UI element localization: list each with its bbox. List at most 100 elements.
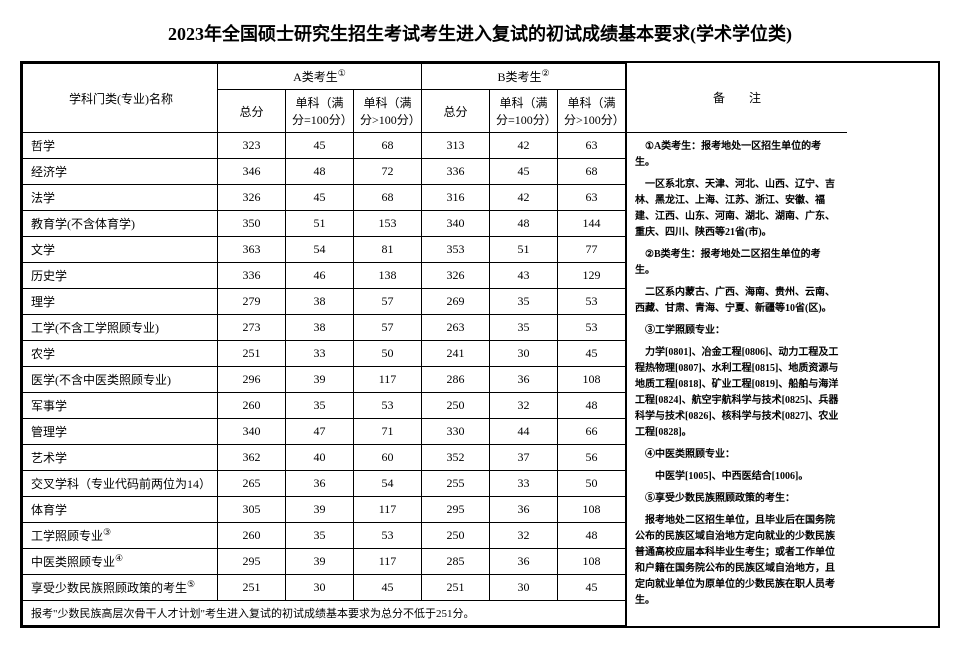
table-row: 享受少数民族照顾政策的考生⑤25130452513045 — [23, 575, 626, 601]
score-cell: 81 — [354, 237, 422, 263]
score-cell: 353 — [422, 237, 490, 263]
score-cell: 45 — [558, 575, 626, 601]
score-cell: 108 — [558, 367, 626, 393]
score-cell: 279 — [218, 289, 286, 315]
score-cell: 260 — [218, 523, 286, 549]
score-cell: 35 — [490, 315, 558, 341]
main-table-wrap: 学科门类(专业)名称 A类考生① B类考生② 总分 单科（满分=100分） 单科… — [20, 61, 940, 628]
score-cell: 273 — [218, 315, 286, 341]
header-subject: 学科门类(专业)名称 — [23, 64, 218, 133]
score-cell: 35 — [286, 393, 354, 419]
score-cell: 42 — [490, 133, 558, 159]
notes-body: ①A类考生：报考地处一区招生单位的考生。 一区系北京、天津、河北、山西、辽宁、吉… — [627, 133, 847, 626]
header-group-a: A类考生① — [218, 64, 422, 90]
score-cell: 346 — [218, 159, 286, 185]
score-cell: 56 — [558, 445, 626, 471]
table-row: 理学27938572693553 — [23, 289, 626, 315]
score-cell: 57 — [354, 289, 422, 315]
score-cell: 260 — [218, 393, 286, 419]
table-row: 军事学26035532503248 — [23, 393, 626, 419]
score-cell: 350 — [218, 211, 286, 237]
score-cell: 48 — [490, 211, 558, 237]
score-cell: 33 — [490, 471, 558, 497]
score-cell: 108 — [558, 549, 626, 575]
score-cell: 38 — [286, 315, 354, 341]
note-2-body: 二区系内蒙古、广西、海南、贵州、云南、西藏、甘肃、青海、宁夏、新疆等10省(区)… — [635, 285, 839, 317]
note-1: ①A类考生：报考地处一区招生单位的考生。 — [635, 139, 839, 171]
score-cell: 336 — [218, 263, 286, 289]
score-cell: 68 — [558, 159, 626, 185]
score-cell: 362 — [218, 445, 286, 471]
header-a-sub100: 单科（满分=100分） — [286, 90, 354, 133]
page-title: 2023年全国硕士研究生招生考试考生进入复试的初试成绩基本要求(学术学位类) — [20, 20, 940, 46]
subject-cell: 历史学 — [23, 263, 218, 289]
note-5: ⑤享受少数民族照顾政策的考生： — [635, 491, 839, 507]
score-cell: 50 — [354, 341, 422, 367]
score-cell: 35 — [490, 289, 558, 315]
score-cell: 336 — [422, 159, 490, 185]
table-row: 教育学(不含体育学)3505115334048144 — [23, 211, 626, 237]
subject-cell: 医学(不含中医类照顾专业) — [23, 367, 218, 393]
score-cell: 32 — [490, 393, 558, 419]
note-2: ②B类考生：报考地处二区招生单位的考生。 — [635, 247, 839, 279]
score-cell: 71 — [354, 419, 422, 445]
score-cell: 57 — [354, 315, 422, 341]
notes-header: 备注 — [627, 63, 847, 133]
subject-cell: 工学(不含工学照顾专业) — [23, 315, 218, 341]
score-cell: 53 — [558, 315, 626, 341]
score-cell: 286 — [422, 367, 490, 393]
score-cell: 45 — [490, 159, 558, 185]
score-cell: 265 — [218, 471, 286, 497]
note-4: ④中医类照顾专业： — [635, 447, 839, 463]
score-cell: 108 — [558, 497, 626, 523]
footnote-row: 报考"少数民族高层次骨干人才计划"考生进入复试的初试成绩基本要求为总分不低于25… — [23, 601, 626, 626]
subject-cell: 军事学 — [23, 393, 218, 419]
header-b-total: 总分 — [422, 90, 490, 133]
score-cell: 48 — [558, 523, 626, 549]
score-cell: 54 — [354, 471, 422, 497]
score-cell: 263 — [422, 315, 490, 341]
score-cell: 53 — [354, 393, 422, 419]
subject-cell: 交叉学科（专业代码前两位为14） — [23, 471, 218, 497]
score-cell: 285 — [422, 549, 490, 575]
score-cell: 251 — [422, 575, 490, 601]
score-cell: 129 — [558, 263, 626, 289]
note-3: ③工学照顾专业： — [635, 323, 839, 339]
score-cell: 39 — [286, 367, 354, 393]
score-cell: 72 — [354, 159, 422, 185]
score-cell: 295 — [218, 549, 286, 575]
subject-cell: 经济学 — [23, 159, 218, 185]
subject-cell: 理学 — [23, 289, 218, 315]
score-cell: 323 — [218, 133, 286, 159]
score-cell: 40 — [286, 445, 354, 471]
score-cell: 363 — [218, 237, 286, 263]
score-cell: 326 — [218, 185, 286, 211]
table-row: 医学(不含中医类照顾专业)2963911728636108 — [23, 367, 626, 393]
table-row: 经济学34648723364568 — [23, 159, 626, 185]
score-cell: 326 — [422, 263, 490, 289]
score-cell: 251 — [218, 341, 286, 367]
notes-panel: 备注 ①A类考生：报考地处一区招生单位的考生。 一区系北京、天津、河北、山西、辽… — [626, 63, 847, 626]
score-cell: 316 — [422, 185, 490, 211]
subject-cell: 哲学 — [23, 133, 218, 159]
score-cell: 138 — [354, 263, 422, 289]
score-cell: 35 — [286, 523, 354, 549]
score-cell: 51 — [286, 211, 354, 237]
score-cell: 30 — [490, 575, 558, 601]
score-cell: 63 — [558, 133, 626, 159]
score-cell: 255 — [422, 471, 490, 497]
score-cell: 241 — [422, 341, 490, 367]
score-cell: 45 — [286, 185, 354, 211]
subject-cell: 教育学(不含体育学) — [23, 211, 218, 237]
score-cell: 269 — [422, 289, 490, 315]
table-row: 交叉学科（专业代码前两位为14）26536542553350 — [23, 471, 626, 497]
header-group-b: B类考生② — [422, 64, 626, 90]
score-cell: 33 — [286, 341, 354, 367]
score-cell: 77 — [558, 237, 626, 263]
score-cell: 144 — [558, 211, 626, 237]
table-row: 艺术学36240603523756 — [23, 445, 626, 471]
header-a-total: 总分 — [218, 90, 286, 133]
score-cell: 352 — [422, 445, 490, 471]
score-cell: 32 — [490, 523, 558, 549]
score-cell: 36 — [286, 471, 354, 497]
